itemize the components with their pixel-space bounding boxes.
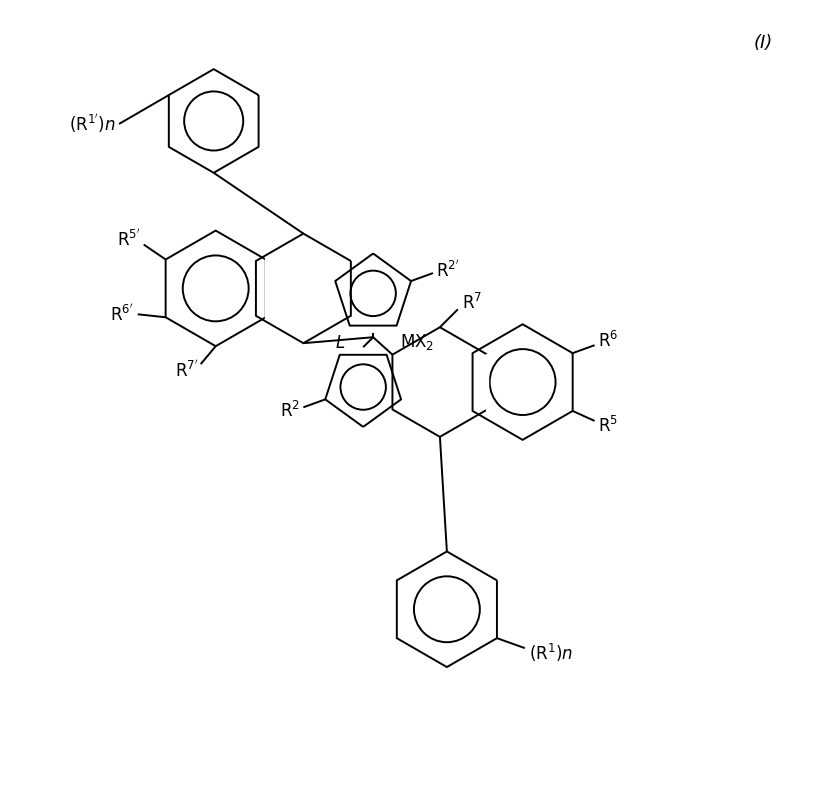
Text: R$^{6'}$: R$^{6'}$: [111, 304, 134, 324]
Text: (R$^1$)$n$: (R$^1$)$n$: [529, 642, 573, 664]
Text: (I): (I): [754, 34, 773, 52]
Text: (R$^{1'}$)$n$: (R$^{1'}$)$n$: [69, 113, 116, 135]
Text: R$^{7'}$: R$^{7'}$: [176, 361, 199, 382]
Text: R$^6$: R$^6$: [597, 332, 618, 351]
Text: L: L: [336, 334, 345, 352]
Text: R$^{2'}$: R$^{2'}$: [436, 261, 460, 281]
Text: R$^{5'}$: R$^{5'}$: [117, 229, 141, 250]
Text: MX$_2$: MX$_2$: [400, 332, 434, 352]
Text: R$^5$: R$^5$: [597, 416, 618, 436]
Text: R$^2$: R$^2$: [280, 401, 300, 421]
Text: R$^7$: R$^7$: [462, 293, 482, 313]
